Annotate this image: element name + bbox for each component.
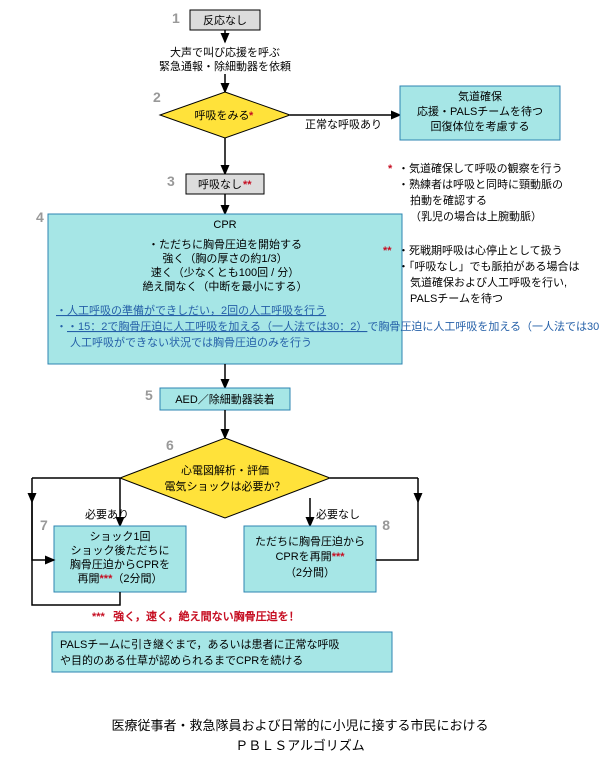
step2-label: 呼吸をみる: [195, 109, 250, 122]
s6-l1: 心電図解析・評価: [181, 463, 269, 477]
edge-no: 必要なし: [316, 508, 360, 521]
step2-mark: *: [249, 110, 254, 122]
s8-l1: ただちに胸骨圧迫から: [255, 534, 365, 548]
step1-num: 1: [172, 10, 180, 26]
step3-label: 呼吸なし: [198, 178, 242, 191]
s4-b2: 強く（胸の厚さの約1/3）: [162, 251, 287, 265]
footnote3: *** 強く，速く，絶え間ない胸骨圧迫を！: [92, 607, 300, 624]
note1-b: ・熟練者は呼吸と同時に頸動脈の: [398, 177, 563, 191]
final-l2: や目的のある仕草が認められるまでCPRを続ける: [60, 653, 303, 667]
s6-l2: 電気ショックは必要か？: [165, 479, 286, 493]
step2-num: 2: [153, 89, 161, 105]
step5-label: AED／除細動器装着: [175, 392, 275, 406]
note2-b: ・「呼吸なし」でも脈拍がある場合は: [398, 259, 580, 273]
s4-c1: ・人工呼吸の準備ができしだい，2回の人工呼吸を行う: [56, 303, 326, 317]
step3-mark: **: [243, 179, 252, 191]
s4-title: CPR: [213, 219, 236, 231]
step7-num: 7: [40, 517, 48, 533]
step8-num: 8: [382, 517, 390, 533]
step1-sub2: 緊急通報・除細動器を依頼: [159, 59, 291, 73]
s2box-l2: 応援・PALSチームを待つ: [417, 104, 543, 118]
s4-c3: 人工呼吸ができない状況では胸骨圧迫のみを行う: [70, 335, 312, 349]
s7-l4: 再開***（2分間）: [78, 572, 163, 585]
s2box-l1: 気道確保: [458, 89, 502, 103]
note2-c: PALSチームを待つ: [410, 291, 503, 305]
step1-sub1: 大声で叫び応援を呼ぶ: [170, 45, 280, 59]
note1-c: （乳児の場合は上腕動脈）: [410, 209, 542, 223]
caption-l1: 医療従事者・救急隊員および日常的に小児に接する市民における: [111, 718, 488, 733]
caption-l2: ＰＢＬＳアルゴリズム: [235, 738, 365, 753]
s8-l2: CPRを再開***: [275, 550, 345, 563]
note1-mark: *: [388, 163, 393, 175]
step6-diamond: [120, 438, 330, 518]
edge-normal-breath: 正常な呼吸あり: [305, 118, 382, 131]
step5-num: 5: [145, 387, 153, 403]
s7-l2: ショック後ただちに: [71, 543, 170, 557]
note2-mark: **: [383, 245, 392, 257]
note1-a: ・気道確保して呼吸の観察を行う: [398, 161, 563, 175]
note2-b2: 気道確保および人工呼吸を行い,: [410, 275, 567, 289]
step3-num: 3: [167, 173, 175, 189]
s4-b1: ・ただちに胸骨圧迫を開始する: [148, 237, 302, 251]
note1-b2: 拍動を確認する: [410, 193, 487, 207]
s4-c2: ・・15：2で胸骨圧迫に人工呼吸を加える（一人法では30：2）で胸骨圧迫に人工呼…: [56, 319, 600, 333]
final-l1: PALSチームに引き継ぐまで，あるいは患者に正常な呼吸: [60, 637, 340, 651]
s7-l3: 胸骨圧迫からCPRを: [70, 557, 170, 571]
s2box-l3: 回復体位を考慮する: [431, 119, 530, 133]
s4-b4: 絶え間なく（中断を最小にする）: [142, 279, 307, 293]
s8-l3: （2分間）: [285, 566, 335, 579]
note2-a: ・死戦期呼吸は心停止として扱う: [398, 243, 563, 257]
step1-label: 反応なし: [203, 13, 247, 27]
s4-b3: 速く（少なくとも100回 / 分）: [151, 266, 300, 279]
step4-num: 4: [36, 209, 44, 225]
edge-yes: 必要あり: [85, 508, 129, 521]
s7-l1: ショック1回: [89, 530, 150, 543]
step6-num: 6: [166, 437, 174, 453]
